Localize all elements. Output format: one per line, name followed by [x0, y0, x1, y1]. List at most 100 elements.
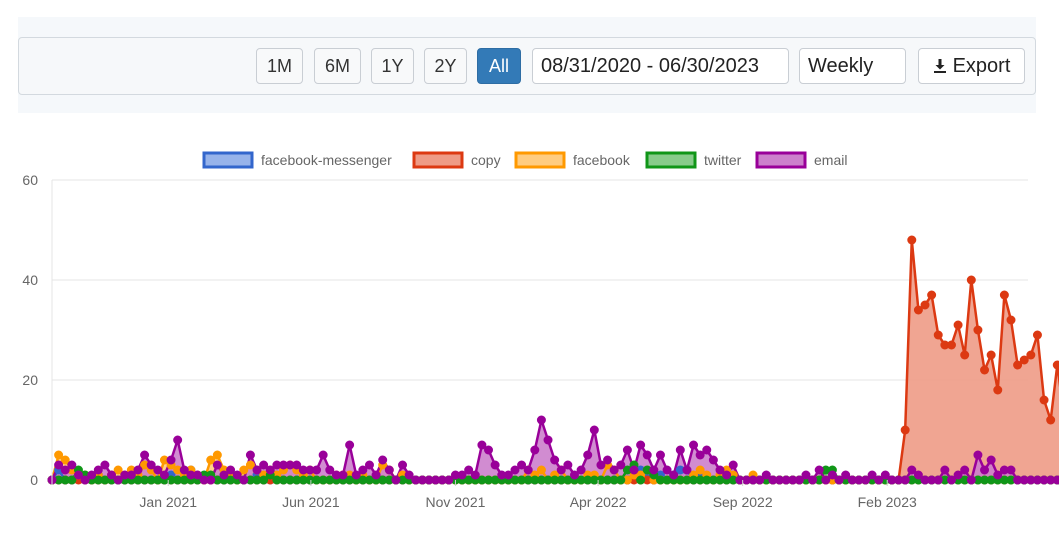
data-point-email[interactable]: [827, 470, 837, 480]
data-point-facebook[interactable]: [239, 465, 249, 475]
data-point-email[interactable]: [933, 475, 943, 485]
data-point-email[interactable]: [298, 465, 308, 475]
data-point-twitter[interactable]: [589, 475, 599, 485]
data-point-email[interactable]: [768, 475, 778, 485]
data-point-email[interactable]: [87, 470, 97, 480]
data-point-email[interactable]: [490, 460, 500, 470]
data-point-twitter[interactable]: [252, 475, 262, 485]
data-point-email[interactable]: [503, 470, 513, 480]
legend-swatch-email[interactable]: [755, 151, 807, 169]
data-point-email[interactable]: [351, 470, 361, 480]
data-point-email[interactable]: [775, 475, 785, 485]
data-point-email[interactable]: [457, 470, 467, 480]
data-point-email[interactable]: [1052, 475, 1059, 485]
data-point-twitter[interactable]: [986, 475, 996, 485]
data-point-email[interactable]: [596, 460, 606, 470]
data-point-email[interactable]: [113, 475, 123, 485]
data-point-email[interactable]: [510, 465, 520, 475]
legend-swatch-facebook[interactable]: [514, 151, 566, 169]
data-point-email[interactable]: [808, 475, 818, 485]
data-point-copy[interactable]: [986, 350, 996, 360]
data-point-email[interactable]: [1006, 465, 1016, 475]
data-point-copy[interactable]: [980, 365, 990, 375]
data-point-email[interactable]: [199, 475, 209, 485]
data-point-email[interactable]: [715, 465, 725, 475]
data-point-twitter[interactable]: [622, 465, 632, 475]
data-point-twitter[interactable]: [616, 475, 626, 485]
data-point-twitter[interactable]: [530, 475, 540, 485]
data-point-twitter[interactable]: [583, 475, 593, 485]
data-point-email[interactable]: [67, 460, 77, 470]
data-point-email[interactable]: [54, 460, 64, 470]
data-point-email[interactable]: [894, 475, 904, 485]
data-point-facebook[interactable]: [113, 465, 123, 475]
data-point-email[interactable]: [662, 465, 672, 475]
data-point-email[interactable]: [669, 470, 679, 480]
data-point-email[interactable]: [1026, 475, 1036, 485]
data-point-email[interactable]: [450, 470, 460, 480]
data-point-twitter[interactable]: [1006, 475, 1016, 485]
data-point-email[interactable]: [378, 455, 388, 465]
data-point-twitter[interactable]: [999, 475, 1009, 485]
data-point-copy[interactable]: [927, 290, 937, 300]
data-point-copy[interactable]: [900, 425, 910, 435]
data-point-facebook[interactable]: [173, 465, 183, 475]
data-point-email[interactable]: [821, 475, 831, 485]
data-point-email[interactable]: [212, 460, 222, 470]
data-point-facebook[interactable]: [140, 460, 150, 470]
data-point-twitter[interactable]: [212, 475, 222, 485]
data-point-email[interactable]: [338, 470, 348, 480]
data-point-email[interactable]: [920, 475, 930, 485]
data-point-twitter[interactable]: [728, 475, 738, 485]
legend-label-copy[interactable]: copy: [471, 152, 501, 168]
data-point-email[interactable]: [173, 435, 183, 445]
legend-label-facebook[interactable]: facebook: [573, 152, 631, 168]
data-point-copy[interactable]: [1039, 395, 1049, 405]
data-point-email[interactable]: [841, 470, 851, 480]
data-point-email[interactable]: [794, 475, 804, 485]
data-point-email[interactable]: [986, 455, 996, 465]
data-point-twitter[interactable]: [603, 475, 613, 485]
data-point-email[interactable]: [93, 465, 103, 475]
data-point-twitter[interactable]: [543, 475, 553, 485]
data-point-twitter[interactable]: [821, 465, 831, 475]
data-point-email[interactable]: [523, 465, 533, 475]
data-point-email[interactable]: [60, 465, 70, 475]
data-point-email[interactable]: [728, 460, 738, 470]
data-point-copy[interactable]: [920, 300, 930, 310]
data-point-email[interactable]: [708, 455, 718, 465]
data-point-email[interactable]: [761, 470, 771, 480]
data-point-email[interactable]: [219, 470, 229, 480]
data-point-email[interactable]: [695, 450, 705, 460]
data-point-email[interactable]: [312, 465, 322, 475]
data-point-facebook[interactable]: [54, 450, 64, 460]
data-point-facebook-messenger[interactable]: [675, 465, 685, 475]
data-point-email[interactable]: [206, 475, 216, 485]
data-point-email[interactable]: [278, 460, 288, 470]
data-point-twitter[interactable]: [259, 475, 269, 485]
data-point-twitter[interactable]: [523, 475, 533, 485]
data-point-facebook[interactable]: [695, 465, 705, 475]
data-point-email[interactable]: [497, 470, 507, 480]
data-point-email[interactable]: [874, 475, 884, 485]
data-point-copy[interactable]: [960, 350, 970, 360]
data-point-email[interactable]: [1013, 475, 1023, 485]
data-point-twitter[interactable]: [510, 475, 520, 485]
data-point-email[interactable]: [993, 470, 1003, 480]
data-point-twitter[interactable]: [146, 475, 156, 485]
data-point-email[interactable]: [272, 460, 282, 470]
data-point-twitter[interactable]: [54, 475, 64, 485]
data-point-email[interactable]: [973, 450, 983, 460]
data-point-email[interactable]: [642, 450, 652, 460]
data-point-copy[interactable]: [1032, 330, 1042, 340]
data-point-twitter[interactable]: [278, 475, 288, 485]
data-point-twitter[interactable]: [67, 475, 77, 485]
data-point-email[interactable]: [702, 445, 712, 455]
range-button-2y[interactable]: 2Y: [424, 48, 467, 84]
data-point-email[interactable]: [847, 475, 857, 485]
data-point-email[interactable]: [900, 475, 910, 485]
data-point-email[interactable]: [1046, 475, 1056, 485]
data-point-email[interactable]: [1032, 475, 1042, 485]
data-point-copy[interactable]: [1013, 360, 1023, 370]
data-point-twitter[interactable]: [695, 475, 705, 485]
